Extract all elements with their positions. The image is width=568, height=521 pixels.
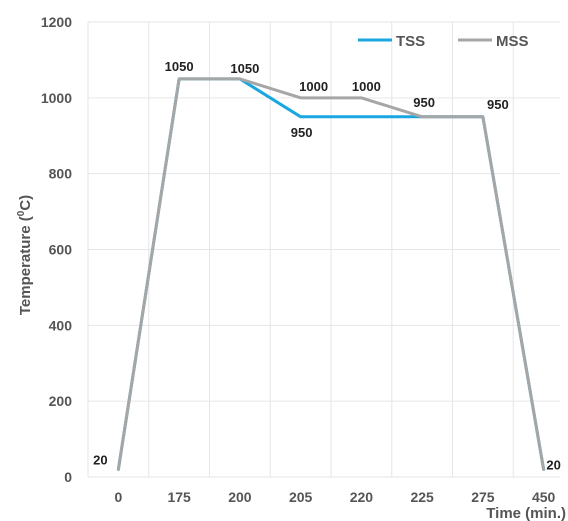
x-tick-label: 450 bbox=[532, 489, 556, 505]
x-tick-label: 200 bbox=[228, 489, 252, 505]
data-label: 1050 bbox=[165, 59, 194, 74]
x-tick-label: 275 bbox=[471, 489, 495, 505]
series-line-mss bbox=[116, 77, 546, 471]
legend: TSS MSS bbox=[358, 33, 529, 50]
data-label: 1050 bbox=[230, 61, 259, 76]
data-label: 950 bbox=[291, 125, 313, 140]
x-tick-label: 220 bbox=[350, 489, 374, 505]
data-label: 1000 bbox=[299, 79, 328, 94]
data-labels: 20 1050 1050 1000 950 1000 950 950 20 bbox=[93, 59, 561, 473]
data-label: 1000 bbox=[352, 79, 381, 94]
y-tick-label: 200 bbox=[49, 393, 73, 409]
x-tick-label: 225 bbox=[410, 489, 434, 505]
y-axis-title: Temperature (0C) bbox=[16, 195, 34, 315]
x-tick-label: 0 bbox=[114, 489, 122, 505]
y-tick-label: 800 bbox=[49, 166, 73, 182]
y-tick-label: 1000 bbox=[41, 90, 72, 106]
y-tick-label: 600 bbox=[49, 242, 73, 258]
data-label: 20 bbox=[546, 457, 560, 472]
y-tick-label: 0 bbox=[64, 469, 72, 485]
x-tick-label: 205 bbox=[289, 489, 313, 505]
y-tick-label: 1200 bbox=[41, 14, 72, 30]
data-label: 950 bbox=[487, 97, 509, 112]
data-label: 20 bbox=[93, 452, 107, 467]
y-tick-labels: 0 200 400 600 800 1000 1200 bbox=[41, 14, 72, 485]
legend-label-tss: TSS bbox=[396, 33, 425, 50]
x-tick-labels: 0 175 200 205 220 225 275 450 bbox=[114, 489, 555, 505]
legend-label-mss: MSS bbox=[496, 33, 529, 50]
series-lines bbox=[116, 77, 546, 471]
x-tick-label: 175 bbox=[167, 489, 191, 505]
x-axis-title: Time (min.) bbox=[486, 505, 566, 521]
data-label: 950 bbox=[413, 95, 435, 110]
y-tick-label: 400 bbox=[49, 317, 73, 333]
